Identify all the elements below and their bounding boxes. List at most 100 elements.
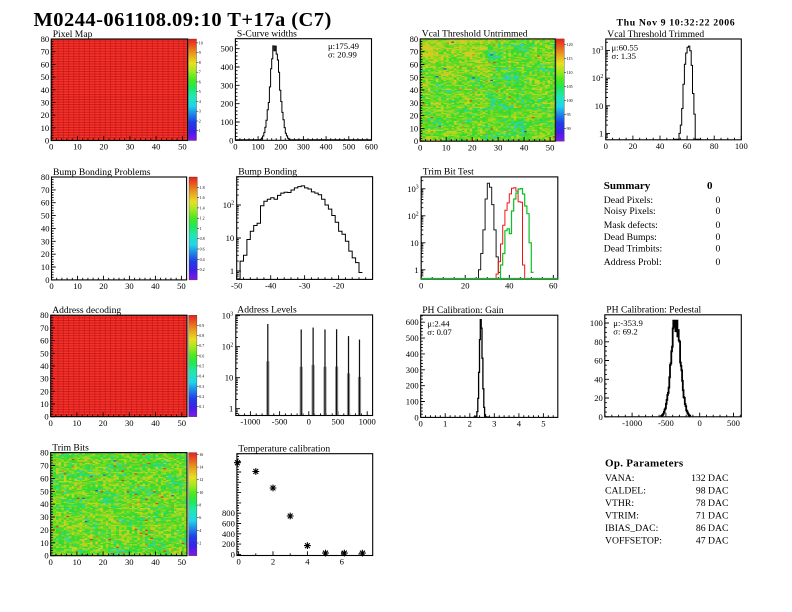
svg-text:60: 60 xyxy=(549,280,558,290)
svg-text:Vcal Threshold Untrimmed: Vcal Threshold Untrimmed xyxy=(422,29,528,40)
svg-text:0: 0 xyxy=(698,418,702,428)
svg-text:0.4: 0.4 xyxy=(200,257,205,262)
svg-text:Address Levels: Address Levels xyxy=(237,305,297,316)
svg-text:8: 8 xyxy=(199,60,201,65)
svg-text:10: 10 xyxy=(73,142,82,152)
svg-text:30: 30 xyxy=(125,418,134,428)
svg-text:103: 103 xyxy=(407,184,419,194)
svg-text:Address decoding: Address decoding xyxy=(52,305,121,316)
svg-text:40: 40 xyxy=(505,280,514,290)
svg-text:1000: 1000 xyxy=(359,417,376,427)
svg-text:0: 0 xyxy=(715,244,720,255)
svg-text:40: 40 xyxy=(151,281,160,291)
svg-text:S-Curve widths: S-Curve widths xyxy=(237,29,297,40)
svg-text:0.8: 0.8 xyxy=(199,333,204,338)
svg-text:30: 30 xyxy=(410,98,419,108)
svg-text:103: 103 xyxy=(592,46,604,56)
svg-text:4: 4 xyxy=(305,557,310,567)
svg-text:102: 102 xyxy=(592,73,604,83)
svg-text:30: 30 xyxy=(40,374,49,384)
svg-text:30: 30 xyxy=(125,557,134,567)
svg-text:6: 6 xyxy=(199,515,201,520)
svg-text:3: 3 xyxy=(199,109,201,114)
svg-text:IBIAS_DAC:: IBIAS_DAC: xyxy=(605,523,658,534)
svg-text:600: 600 xyxy=(406,317,419,327)
svg-text:102: 102 xyxy=(407,211,419,221)
svg-text:-1000: -1000 xyxy=(622,418,642,428)
svg-text:Pixel Map: Pixel Map xyxy=(53,29,93,40)
svg-text:70: 70 xyxy=(40,461,49,471)
svg-text:0: 0 xyxy=(599,412,603,422)
svg-text:VTHR:: VTHR: xyxy=(605,498,634,509)
svg-text:Temperature calibration: Temperature calibration xyxy=(238,444,330,455)
svg-text:0.5: 0.5 xyxy=(199,363,204,368)
svg-text:10: 10 xyxy=(199,40,203,45)
svg-text:10: 10 xyxy=(410,238,419,248)
svg-text:0: 0 xyxy=(418,142,422,152)
svg-text:10: 10 xyxy=(410,123,419,133)
svg-text:μ:-353.9: μ:-353.9 xyxy=(613,318,643,328)
svg-text:10: 10 xyxy=(40,399,49,409)
svg-text:102: 102 xyxy=(223,200,235,210)
svg-text:800: 800 xyxy=(222,508,235,518)
svg-text:9: 9 xyxy=(199,50,201,55)
svg-text:7: 7 xyxy=(199,70,201,75)
svg-text:6: 6 xyxy=(199,79,201,84)
svg-text:10: 10 xyxy=(595,101,604,111)
svg-text:20: 20 xyxy=(410,111,419,121)
svg-text:10: 10 xyxy=(41,262,50,272)
svg-text:105: 105 xyxy=(567,84,573,89)
svg-text:20: 20 xyxy=(461,280,470,290)
svg-text:0: 0 xyxy=(229,135,233,145)
svg-text:20: 20 xyxy=(99,418,108,428)
svg-text:50: 50 xyxy=(178,142,187,152)
svg-text:200: 200 xyxy=(221,99,234,109)
svg-text:98 DAC: 98 DAC xyxy=(696,486,729,497)
svg-text:0.3: 0.3 xyxy=(199,384,204,389)
svg-text:60: 60 xyxy=(41,59,50,69)
svg-text:Dead Trimbits:: Dead Trimbits: xyxy=(604,244,662,255)
svg-text:80: 80 xyxy=(41,34,50,44)
svg-text:Trim Bit Test: Trim Bit Test xyxy=(423,167,474,178)
svg-text:50: 50 xyxy=(177,281,186,291)
svg-text:70: 70 xyxy=(41,47,50,57)
svg-text:0: 0 xyxy=(49,557,53,567)
svg-text:10: 10 xyxy=(73,418,82,428)
svg-text:2: 2 xyxy=(199,119,201,124)
svg-text:0.2: 0.2 xyxy=(199,394,204,399)
svg-text:0: 0 xyxy=(604,141,608,151)
svg-text:500: 500 xyxy=(727,418,740,428)
svg-text:47 DAC: 47 DAC xyxy=(696,536,729,547)
svg-text:0.7: 0.7 xyxy=(199,343,204,348)
svg-text:1: 1 xyxy=(199,128,201,133)
svg-text:0: 0 xyxy=(231,549,235,559)
svg-text:400: 400 xyxy=(406,349,419,359)
svg-text:0: 0 xyxy=(45,275,49,285)
svg-text:4: 4 xyxy=(199,99,201,104)
svg-text:40: 40 xyxy=(40,361,49,371)
svg-text:σ: 69.2: σ: 69.2 xyxy=(613,327,637,337)
svg-text:70: 70 xyxy=(40,323,49,333)
svg-text:1.8: 1.8 xyxy=(200,185,205,190)
svg-text:16: 16 xyxy=(199,452,203,457)
svg-text:500: 500 xyxy=(406,333,419,343)
svg-text:200: 200 xyxy=(222,539,235,549)
svg-text:0: 0 xyxy=(707,180,713,192)
svg-text:400: 400 xyxy=(221,62,234,72)
svg-text:70: 70 xyxy=(41,185,50,195)
svg-text:50: 50 xyxy=(546,142,555,152)
svg-text:50: 50 xyxy=(178,418,187,428)
svg-text:40: 40 xyxy=(656,141,665,151)
svg-text:20: 20 xyxy=(41,110,50,120)
svg-text:30: 30 xyxy=(40,512,49,522)
svg-text:60: 60 xyxy=(683,141,692,151)
svg-text:5: 5 xyxy=(199,89,201,94)
svg-text:-500: -500 xyxy=(658,418,674,428)
svg-text:10: 10 xyxy=(226,233,235,243)
svg-text:60: 60 xyxy=(40,473,49,483)
svg-text:PH Calibration: Pedestal: PH Calibration: Pedestal xyxy=(606,305,701,316)
svg-text:μ:60.55: μ:60.55 xyxy=(612,42,639,52)
svg-text:-40: -40 xyxy=(265,281,276,291)
svg-text:86 DAC: 86 DAC xyxy=(696,523,729,534)
svg-text:90: 90 xyxy=(567,126,571,131)
